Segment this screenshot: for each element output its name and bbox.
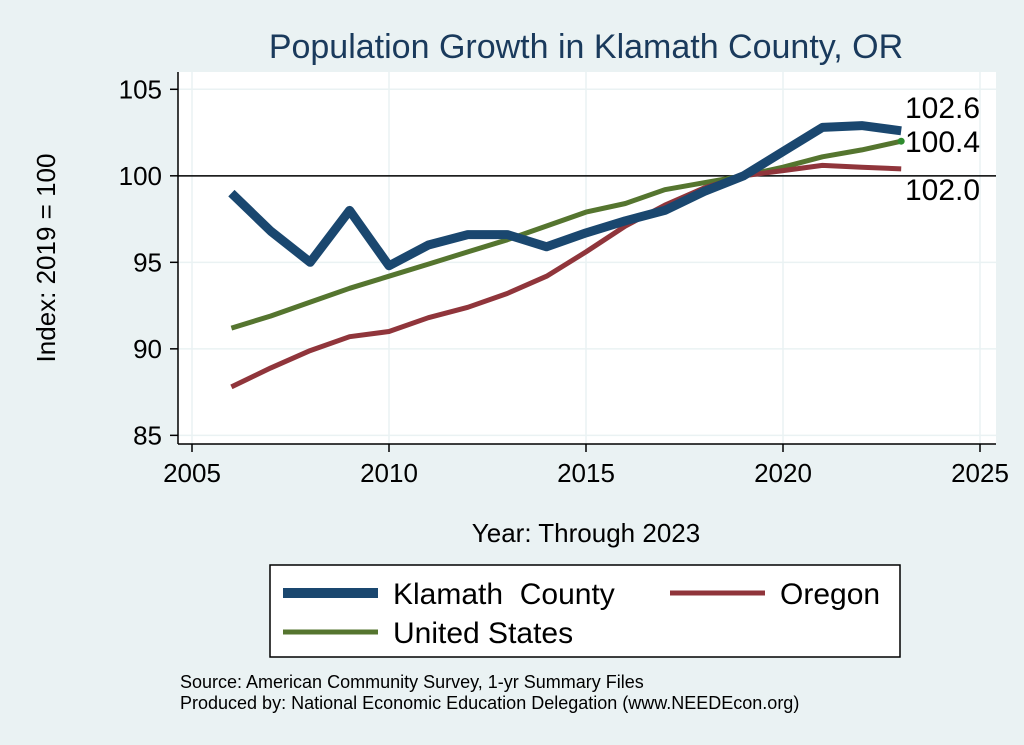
x-tick-label-4: 2025	[951, 458, 1009, 488]
series-end-marker-2	[897, 137, 905, 145]
y-axis-label: Index: 2019 = 100	[31, 154, 61, 363]
series-line-0	[228, 121, 902, 271]
legend-label-1: Oregon	[780, 578, 880, 611]
chart-title: Population Growth in Klamath County, OR	[269, 28, 903, 66]
y-tick-label-3: 100	[119, 161, 162, 191]
legend-label-0: Klamath County	[393, 578, 615, 611]
y-ticks: 85 90 95 100 105	[119, 74, 178, 450]
series-line-1	[230, 162, 902, 390]
y-tick-label-2: 95	[133, 247, 162, 277]
x-tick-label-1: 2010	[360, 458, 418, 488]
y-tick-label-4: 105	[119, 74, 162, 104]
end-label-1: 100.4	[905, 126, 980, 159]
x-axis-label: Year: Through 2023	[472, 518, 700, 548]
end-label-2: 102.0	[905, 174, 980, 207]
source-line-2: Produced by: National Economic Education…	[180, 693, 799, 713]
source-line-1: Source: American Community Survey, 1-yr …	[180, 672, 644, 692]
x-tick-label-3: 2020	[754, 458, 812, 488]
legend-box	[269, 564, 901, 658]
legend-label-2: United States	[393, 617, 573, 650]
legend: Klamath County Oregon United States	[269, 564, 901, 658]
x-ticks: 2005 2010 2015 2020 2025	[163, 444, 1009, 488]
series-lines	[228, 121, 905, 390]
end-label-0: 102.6	[905, 92, 980, 125]
x-tick-label-2: 2015	[557, 458, 615, 488]
series-line-2	[230, 138, 902, 331]
x-tick-label-0: 2005	[163, 458, 221, 488]
y-tick-label-1: 90	[133, 334, 162, 364]
y-tick-label-0: 85	[133, 420, 162, 450]
